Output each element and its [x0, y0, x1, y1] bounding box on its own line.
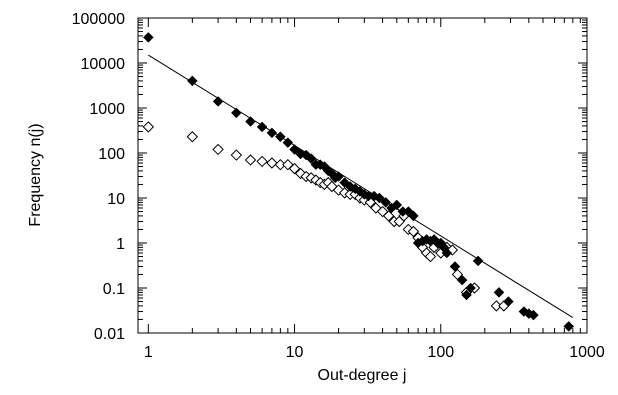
filled-diamond-point	[563, 321, 575, 332]
open-diamond-point	[142, 121, 155, 133]
y-tick-label: 100	[98, 146, 125, 163]
open-diamond-point	[382, 210, 395, 222]
filled-diamond-point	[231, 107, 242, 119]
open-diamond-point	[266, 157, 278, 169]
open-diamond-point	[490, 300, 503, 312]
filled-diamond-point	[266, 127, 278, 139]
filled-diamond-point	[503, 296, 514, 307]
y-tick-labels: 0.01 0.1 1 10 100 1000 10000 100000	[72, 11, 125, 343]
y-tick-label: 100000	[72, 11, 125, 28]
x-tick-labels: 1 10 100 1000	[144, 344, 605, 361]
filled-diamond-point	[472, 255, 484, 267]
series-filled-diamonds	[142, 32, 575, 332]
filled-diamond-point	[333, 171, 344, 182]
open-diamond-point	[230, 149, 243, 161]
filled-diamond-point	[289, 144, 300, 155]
filled-diamond-point	[142, 32, 154, 43]
filled-diamond-point	[282, 137, 294, 148]
y-tick-label: 1000	[89, 101, 125, 118]
filled-diamond-point	[245, 116, 256, 127]
x-tick-label: 1000	[569, 344, 605, 361]
y-tick-label: 10000	[81, 56, 126, 73]
filled-diamond-point	[461, 289, 472, 301]
power-law-fit-line	[148, 54, 574, 319]
filled-diamond-point	[305, 153, 317, 164]
filled-diamond-point	[275, 131, 286, 143]
filled-diamond-point	[256, 121, 268, 133]
axis-ticks	[138, 17, 588, 334]
filled-diamond-point	[493, 287, 505, 298]
open-diamond-point	[256, 155, 268, 168]
filled-diamond-point	[212, 96, 224, 107]
y-tick-label: 0.1	[103, 281, 125, 298]
open-diamond-point	[424, 250, 437, 263]
filled-diamond-point	[408, 210, 419, 222]
y-tick-label: 1	[116, 236, 125, 253]
y-tick-label: 10	[107, 191, 125, 208]
open-diamond-point	[244, 154, 257, 166]
x-tick-label: 1	[144, 344, 153, 361]
y-axis-label: Frequency n(j)	[27, 123, 44, 226]
x-axis-label: Out-degree j	[318, 367, 407, 384]
plot-frame	[137, 17, 588, 334]
filled-diamond-point	[391, 199, 403, 211]
filled-diamond-point	[380, 197, 392, 208]
filled-diamond-point	[456, 274, 468, 286]
filled-diamond-point	[186, 75, 198, 87]
filled-diamond-point	[449, 261, 461, 272]
x-tick-label: 10	[286, 344, 304, 361]
filled-diamond-point	[465, 282, 476, 294]
open-diamond-point	[407, 225, 420, 238]
open-diamond-point	[212, 143, 224, 156]
y-tick-label: 0.01	[94, 326, 125, 343]
open-diamond-point	[186, 131, 199, 143]
filled-diamond-point	[373, 192, 385, 204]
filled-diamond-point	[441, 247, 453, 259]
filled-diamond-point	[528, 309, 539, 321]
x-tick-label: 100	[427, 344, 454, 361]
open-diamond-point	[288, 162, 301, 175]
series-open-diamonds	[142, 121, 510, 312]
open-diamond-point	[274, 158, 287, 171]
